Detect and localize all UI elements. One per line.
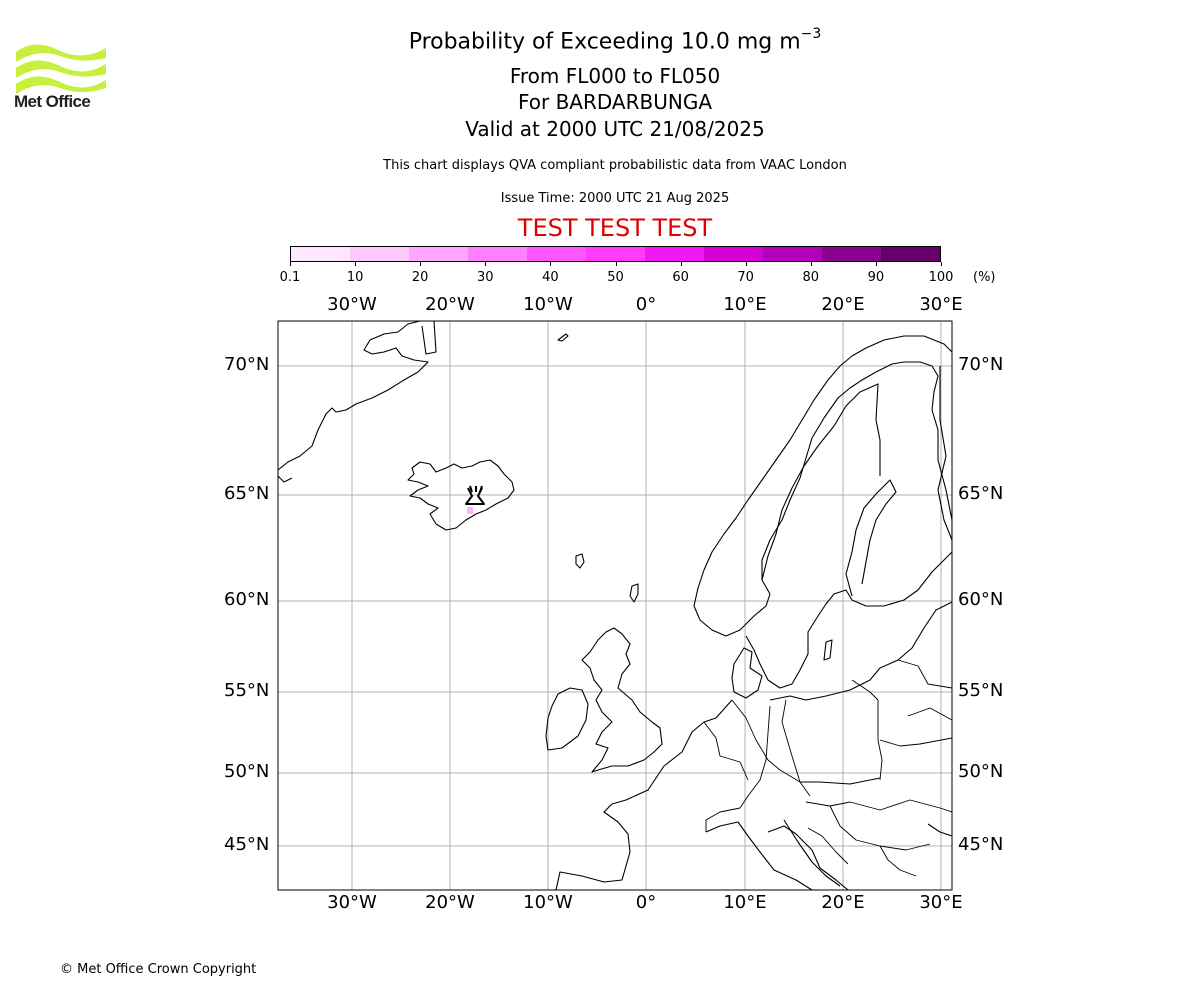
longitude-label: 30°W xyxy=(327,892,377,913)
coastline-gulf-bothnia xyxy=(845,479,897,597)
met-office-logo-waves xyxy=(16,44,106,94)
latitude-label: 50°N xyxy=(224,761,270,782)
latitude-label: 60°N xyxy=(224,589,270,610)
colorbar-unit: (%) xyxy=(973,270,996,285)
colorbar-tick xyxy=(550,262,552,266)
colorbar-tick-label: 20 xyxy=(411,270,429,285)
coastline-greenland xyxy=(278,321,437,471)
coastline-denmark xyxy=(731,647,763,699)
coastline-black-sea xyxy=(927,823,952,837)
border-norway-sweden xyxy=(761,383,881,581)
met-office-logo-text: Met Office xyxy=(14,92,91,111)
colorbar-segment xyxy=(527,247,586,261)
colorbar-tick-label: 80 xyxy=(802,270,820,285)
coastline-gotland xyxy=(823,639,833,661)
colorbar-tick xyxy=(745,262,747,266)
coastline-continent xyxy=(555,699,733,890)
colorbar-segment xyxy=(586,247,645,261)
colorbar-tick-label: 70 xyxy=(737,270,754,285)
colorbar-segment xyxy=(350,247,409,261)
latitude-label: 55°N xyxy=(958,680,1004,701)
latitude-label: 45°N xyxy=(958,834,1004,855)
coastline-baltic xyxy=(769,601,952,701)
colorbar-tick-label: 10 xyxy=(346,270,364,285)
coastline-great-britain xyxy=(581,627,663,773)
ash-probability-area xyxy=(467,507,473,514)
longitude-label: 20°E xyxy=(821,892,865,913)
test-banner: TEST TEST TEST xyxy=(517,214,713,242)
longitude-label: 20°W xyxy=(425,892,475,913)
latitude-label: 50°N xyxy=(958,761,1004,782)
volcano-name: For BARDARBUNGA xyxy=(517,90,713,114)
map-frame xyxy=(277,320,953,891)
longitude-label: 10°E xyxy=(723,294,767,315)
longitude-label: 30°E xyxy=(919,892,963,913)
colorbar-segment xyxy=(704,247,763,261)
probability-colorbar xyxy=(290,246,941,262)
coastline-jan-mayen xyxy=(557,333,569,342)
map-background xyxy=(278,321,952,890)
coastline-faroe xyxy=(575,553,585,569)
colorbar-segment xyxy=(291,247,350,261)
colorbar-tick xyxy=(875,262,877,266)
colorbar-tick-label: 50 xyxy=(607,270,624,285)
longitude-label: 0° xyxy=(635,892,657,913)
gridlines xyxy=(278,321,952,890)
colorbar-tick-label: 100 xyxy=(928,270,954,285)
issue-time: Issue Time: 2000 UTC 21 Aug 2025 xyxy=(500,191,730,206)
colorbar-tick xyxy=(941,262,942,266)
title-exponent: −3 xyxy=(800,26,822,42)
colorbar-tick xyxy=(485,262,487,266)
longitude-label: 10°W xyxy=(523,294,573,315)
valid-time: Valid at 2000 UTC 21/08/2025 xyxy=(465,117,765,141)
latitude-label: 45°N xyxy=(224,834,270,855)
flight-level-range: From FL000 to FL050 xyxy=(509,64,721,88)
colorbar-segment xyxy=(468,247,527,261)
coastline-italy xyxy=(767,825,849,890)
latitude-label: 65°N xyxy=(958,483,1004,504)
coastline-ireland xyxy=(545,687,589,751)
latitude-label: 65°N xyxy=(224,483,270,504)
border-finland-russia xyxy=(937,366,952,541)
latitude-label: 70°N xyxy=(224,354,270,375)
longitude-label: 20°W xyxy=(425,294,475,315)
coastline-mediterranean xyxy=(705,821,813,890)
longitude-label: 30°W xyxy=(327,294,377,315)
colorbar-segment xyxy=(822,247,881,261)
chart-title: Probability of Exceeding 10.0 mg m−3 xyxy=(408,26,822,55)
coastline-greenland-tip xyxy=(278,475,293,483)
longitude-label: 10°W xyxy=(523,892,573,913)
coastline-adriatic xyxy=(783,819,841,887)
longitude-label: 10°E xyxy=(723,892,767,913)
chart-description: This chart displays QVA compliant probab… xyxy=(383,158,847,173)
latitude-label: 60°N xyxy=(958,589,1004,610)
volcano-icon xyxy=(465,485,485,505)
colorbar-tick xyxy=(355,262,357,266)
coastline-shetland xyxy=(629,583,639,603)
colorbar-tick-label: 0.1 xyxy=(279,270,301,285)
country-borders xyxy=(703,659,952,877)
colorbar-segment xyxy=(881,247,940,261)
coastline-iceland xyxy=(407,459,515,531)
colorbar-tick xyxy=(615,262,617,266)
colorbar-tick xyxy=(420,262,422,266)
latitude-label: 55°N xyxy=(224,680,270,701)
latitude-label: 70°N xyxy=(958,354,1004,375)
colorbar-tick xyxy=(290,262,291,266)
colorbar-tick xyxy=(680,262,682,266)
copyright: © Met Office Crown Copyright xyxy=(60,962,257,977)
colorbar-tick-label: 90 xyxy=(867,270,885,285)
coastline-scandinavia xyxy=(693,335,952,689)
colorbar-tick-label: 60 xyxy=(672,270,689,285)
colorbar-segment xyxy=(645,247,704,261)
colorbar-segment xyxy=(409,247,468,261)
longitude-label: 0° xyxy=(635,294,657,315)
longitude-label: 30°E xyxy=(919,294,963,315)
longitude-label: 20°E xyxy=(821,294,865,315)
colorbar-tick-label: 40 xyxy=(542,270,559,285)
colorbar-tick xyxy=(810,262,812,266)
colorbar-segment xyxy=(763,247,822,261)
colorbar-tick-label: 30 xyxy=(477,270,494,285)
